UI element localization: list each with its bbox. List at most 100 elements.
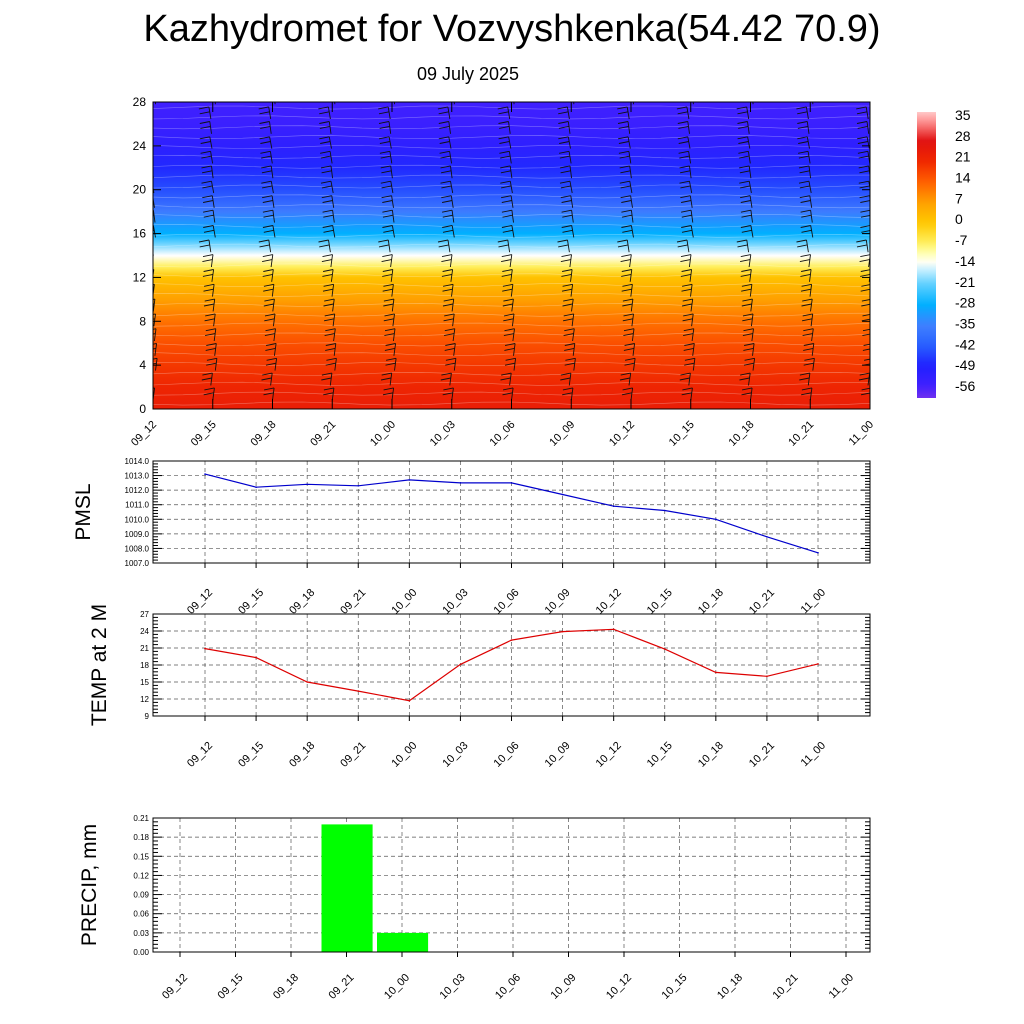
wind-barb-flag bbox=[800, 209, 811, 213]
wind-barb-staff bbox=[629, 165, 632, 179]
wind-barb-flag bbox=[378, 121, 390, 124]
wind-barb-flag bbox=[204, 318, 215, 322]
wind-barb-flag bbox=[382, 392, 394, 396]
wind-barb-flag bbox=[683, 333, 694, 337]
y-tick-label: 0 bbox=[139, 402, 146, 416]
wind-barb-flag bbox=[504, 362, 516, 366]
y-tick-label: 0.21 bbox=[133, 814, 149, 823]
wind-barb-flag bbox=[797, 111, 808, 115]
wind-barb-flag bbox=[561, 209, 572, 213]
wind-barb-staff bbox=[568, 151, 572, 164]
wind-barb-flag bbox=[326, 357, 337, 361]
wind-barb-flag bbox=[684, 362, 695, 366]
wind-barb-staff bbox=[389, 373, 393, 386]
wind-barb-flag bbox=[204, 92, 214, 94]
contour-line bbox=[153, 145, 870, 149]
wind-barb-flag bbox=[203, 269, 214, 272]
wind-barb-staff bbox=[330, 269, 334, 282]
pmsl-point bbox=[510, 482, 513, 484]
wind-barb-flag bbox=[798, 180, 810, 184]
wind-barb-flag bbox=[683, 97, 693, 99]
wind-barb-flag bbox=[680, 185, 691, 189]
wind-barb-flag bbox=[799, 170, 810, 174]
wind-barb-flag bbox=[562, 283, 573, 287]
wind-barb-staff bbox=[748, 373, 751, 386]
wind-barb-staff bbox=[511, 210, 514, 223]
wind-barb-flag bbox=[503, 318, 514, 322]
wind-barb-flag bbox=[203, 225, 214, 228]
wind-barb-staff bbox=[391, 299, 395, 312]
wind-barb-flag bbox=[564, 362, 575, 366]
wind-barb-flag bbox=[618, 141, 629, 144]
wind-barb-staff bbox=[510, 195, 514, 208]
wind-barb-flag bbox=[803, 347, 814, 351]
wind-barb-flag bbox=[741, 283, 752, 287]
wind-barb-flag bbox=[263, 229, 274, 233]
wind-barb-flag bbox=[441, 259, 452, 263]
wind-barb-flag bbox=[621, 288, 632, 292]
wind-barb-staff bbox=[751, 328, 754, 342]
wind-barb-staff bbox=[449, 254, 453, 268]
wind-barb-flag bbox=[681, 303, 693, 307]
wind-barb-staff bbox=[331, 284, 335, 297]
wind-barb-flag bbox=[442, 200, 453, 203]
wind-barb-flag bbox=[802, 97, 812, 99]
colorbar-label: 0 bbox=[955, 211, 963, 227]
wind-barb-flag bbox=[443, 298, 454, 302]
wind-barb-staff bbox=[749, 284, 753, 297]
wind-barb-flag bbox=[682, 92, 692, 94]
wind-barb-flag bbox=[856, 106, 867, 110]
wind-barb-flag bbox=[324, 97, 334, 99]
wind-barb-flag bbox=[858, 155, 869, 159]
wind-barb-flag bbox=[563, 313, 574, 317]
wind-barb-staff bbox=[571, 299, 574, 312]
wind-barb-staff bbox=[627, 121, 631, 134]
wind-barb-flag bbox=[622, 229, 633, 233]
wind-barb-flag bbox=[617, 106, 628, 110]
contour-line bbox=[153, 322, 870, 327]
wind-barb-flag bbox=[320, 180, 332, 184]
wind-barb-flag bbox=[265, 362, 277, 366]
wind-barb-staff bbox=[808, 181, 812, 194]
wind-barb-flag bbox=[680, 195, 691, 199]
wind-barb-flag bbox=[799, 372, 810, 376]
wind-barb-staff bbox=[448, 121, 451, 134]
wind-barb-flag bbox=[442, 214, 453, 218]
wind-barb-staff bbox=[449, 151, 453, 164]
wind-barb-flag bbox=[799, 259, 810, 263]
wind-barb-flag bbox=[206, 357, 217, 361]
wind-barb-flag bbox=[266, 343, 277, 346]
wind-barb-flag bbox=[144, 92, 154, 94]
wind-barb-flag bbox=[500, 180, 511, 184]
wind-barb-flag bbox=[320, 150, 331, 154]
wind-barb-flag bbox=[323, 229, 334, 233]
wind-barb-staff bbox=[214, 358, 218, 371]
wind-barb-flag bbox=[862, 328, 870, 332]
wind-barb-flag bbox=[378, 106, 389, 110]
wind-barb-flag bbox=[153, 200, 154, 202]
wind-barb-staff bbox=[807, 373, 811, 386]
wind-barb-flag bbox=[320, 155, 331, 159]
wind-barb-flag bbox=[860, 269, 870, 272]
x-tick-label: 10_09 bbox=[543, 587, 573, 617]
wind-barb-staff bbox=[689, 165, 692, 179]
x-tick-label: 09_18 bbox=[249, 419, 279, 449]
wind-barb-staff bbox=[749, 195, 753, 208]
wind-barb-flag bbox=[858, 377, 870, 381]
y-tick-label: 1011.0 bbox=[125, 501, 149, 510]
wind-barb-staff bbox=[808, 254, 811, 268]
wind-barb-flag bbox=[441, 185, 452, 189]
wind-barb-flag bbox=[677, 111, 688, 115]
wind-barb-flag bbox=[142, 166, 152, 168]
wind-barb-flag bbox=[380, 377, 392, 381]
wind-barb-flag bbox=[561, 288, 573, 292]
wind-barb-flag bbox=[679, 165, 690, 169]
wind-barb-flag bbox=[202, 254, 214, 258]
wind-barb-staff bbox=[811, 328, 814, 342]
wind-barb-flag bbox=[623, 333, 634, 337]
wind-barb-flag bbox=[622, 387, 633, 391]
wind-barb-staff bbox=[448, 136, 452, 149]
wind-barb-flag bbox=[741, 214, 752, 218]
